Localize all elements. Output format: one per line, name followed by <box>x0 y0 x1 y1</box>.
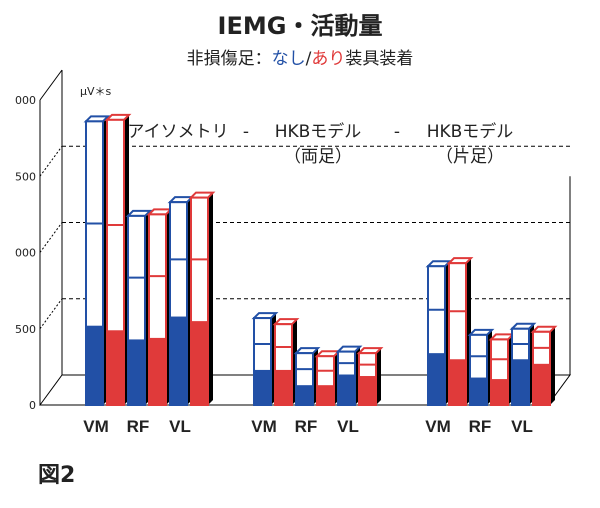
x-tick-label: VL <box>169 417 191 436</box>
bar-ari-vl <box>188 191 216 406</box>
bar-ari-vl <box>530 325 558 406</box>
x-tick-label: VM <box>83 417 109 436</box>
bar-bottom-segment <box>86 325 103 405</box>
bar-nashi-vl <box>167 196 195 406</box>
back-wall-top-edge <box>39 69 63 101</box>
bar-ari-vm <box>104 113 132 406</box>
y-axis-unit: μV＊s <box>80 85 112 98</box>
x-tick-label: RF <box>469 417 492 436</box>
x-tick-label: VL <box>511 417 533 436</box>
condition-label-isometric: アイソメトリ <box>127 122 228 142</box>
subtitle-separator: / <box>306 49 312 69</box>
bar-bottom-segment <box>533 363 550 405</box>
x-axis-labels: VM RF VL VM RF VL VM RF VL <box>83 417 533 436</box>
x-tick-label: RF <box>295 417 318 436</box>
bar-ari-vm <box>272 318 300 406</box>
bar-ari-vl <box>356 347 384 406</box>
bar-bottom-segment <box>149 337 166 405</box>
y-tick-label: 500 <box>15 323 36 336</box>
y-tick-label: 500 <box>15 170 36 183</box>
x-tick-label: RF <box>127 417 150 436</box>
condition-separator-1: - <box>243 122 249 142</box>
grid-side-line <box>39 298 63 330</box>
bar-bottom-segment <box>107 330 124 405</box>
bar-side <box>550 326 555 405</box>
bar-bottom-segment <box>338 374 355 405</box>
chart-subtitle: 非損傷足：なし/あり装具装着 <box>187 49 414 69</box>
condition-sublabel-hkb-single: （片足） <box>436 147 504 167</box>
bar-bottom-segment <box>275 369 292 405</box>
y-tick-label: 0 <box>29 399 36 412</box>
bar-bottom-segment <box>470 377 487 405</box>
bar-ari-rf <box>488 333 516 406</box>
chart-title: IEMG・活動量 <box>218 12 383 40</box>
grid-side-line <box>39 222 63 253</box>
bar-nashi-vl <box>335 345 363 406</box>
bar-nashi-rf <box>467 328 495 407</box>
bar-bottom-segment <box>296 385 313 405</box>
bar-bottom-segment <box>317 385 334 405</box>
legend-series-a: なし <box>272 49 306 69</box>
condition-label-hkb-both: HKBモデル <box>275 121 362 142</box>
x-tick-label: VL <box>337 417 359 436</box>
figure-label: 図2 <box>38 463 75 488</box>
bar-side <box>208 192 213 405</box>
bar-nashi-vm <box>251 312 279 407</box>
x-tick-label: VM <box>251 417 277 436</box>
subtitle-suffix: 装具装着 <box>345 49 413 69</box>
bar-nashi-rf <box>125 209 153 406</box>
bar-bottom-segment <box>191 321 208 405</box>
x-tick-label: VM <box>425 417 451 436</box>
bars <box>83 113 558 407</box>
condition-separator-2: - <box>394 122 400 142</box>
y-tick-label: 000 <box>15 94 36 107</box>
bar-bottom-segment <box>512 359 529 405</box>
bar-ari-rf <box>314 350 342 407</box>
bar-nashi-rf <box>293 347 321 406</box>
condition-label-hkb-single: HKBモデル <box>427 121 514 142</box>
bar-nashi-vm <box>83 115 111 406</box>
bar-bottom-segment <box>128 339 145 405</box>
bar-bottom-segment <box>491 379 508 405</box>
y-tick-label: 000 <box>15 247 36 260</box>
bar-bottom-segment <box>428 353 445 405</box>
legend-series-b: あり <box>311 49 345 69</box>
bar-side <box>376 348 381 405</box>
bar-ari-vm <box>446 257 474 406</box>
bar-bottom-segment <box>254 369 271 405</box>
bar-bottom-segment <box>170 316 187 405</box>
bar-bottom-segment <box>449 359 466 405</box>
bar-nashi-vm <box>425 260 453 406</box>
subtitle-prefix: 非損傷足： <box>187 49 272 69</box>
bar-bottom-segment <box>359 376 376 405</box>
y-axis-ticks: 0 500 000 500 000 <box>15 94 36 412</box>
condition-sublabel-hkb-both: （両足） <box>284 147 352 167</box>
bar-nashi-vl <box>509 322 537 406</box>
bar-ari-rf <box>146 208 174 406</box>
grid-side-line <box>39 145 63 177</box>
